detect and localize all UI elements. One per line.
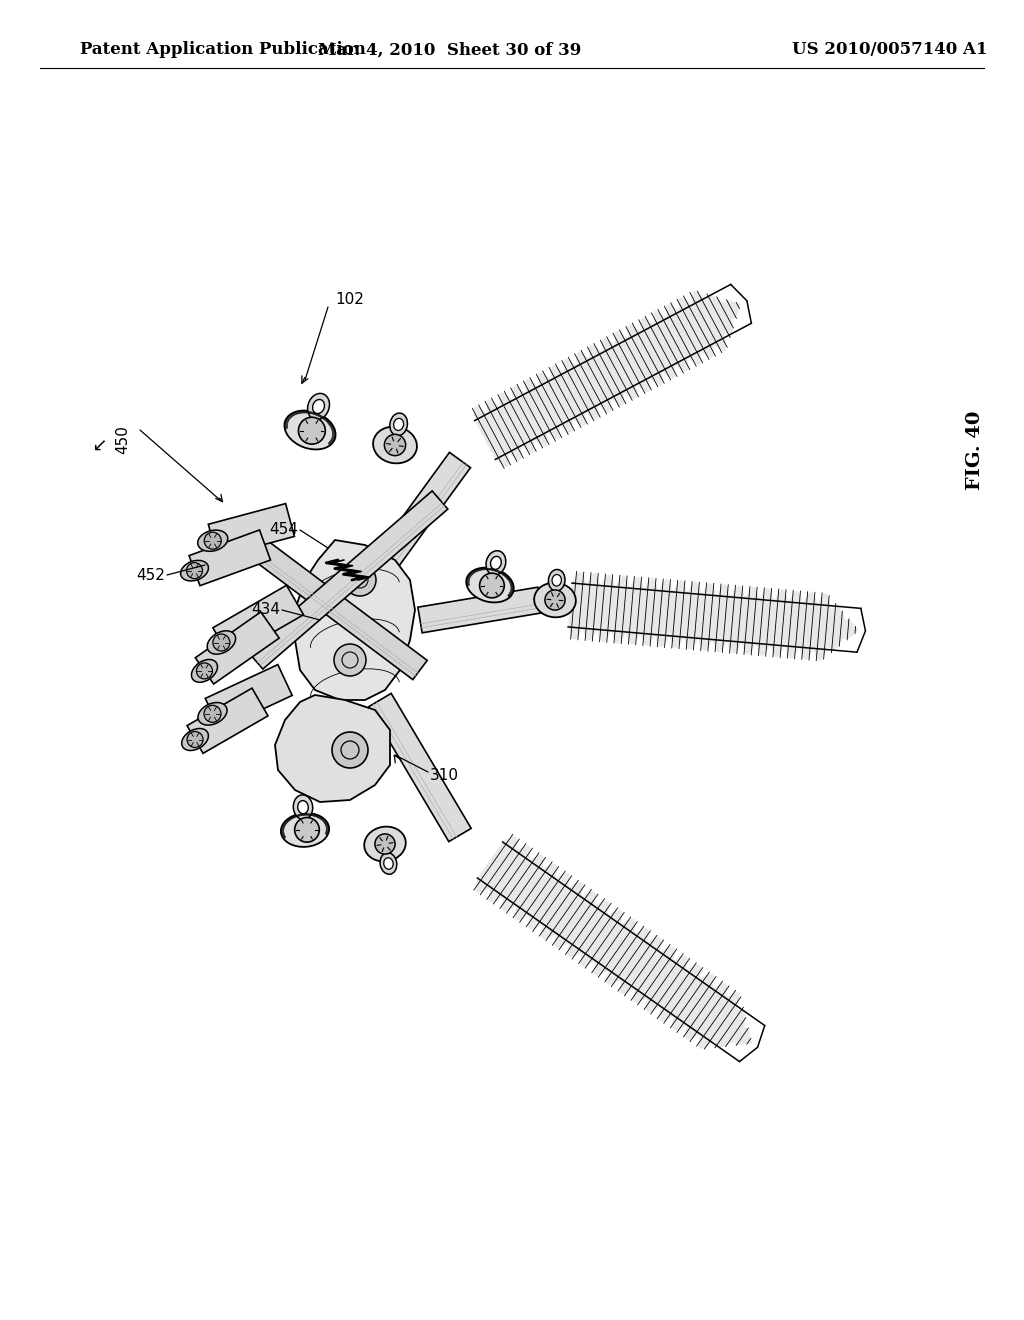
Circle shape (334, 644, 366, 676)
Text: US 2010/0057140 A1: US 2010/0057140 A1 (793, 41, 988, 58)
Polygon shape (196, 612, 280, 684)
Polygon shape (568, 572, 865, 661)
Ellipse shape (384, 858, 393, 870)
Polygon shape (253, 540, 427, 680)
Circle shape (186, 562, 203, 578)
Ellipse shape (207, 631, 236, 655)
Text: 452: 452 (136, 568, 165, 582)
Ellipse shape (549, 569, 565, 591)
Polygon shape (418, 587, 542, 632)
Ellipse shape (486, 550, 506, 576)
Polygon shape (213, 585, 303, 657)
Polygon shape (370, 453, 470, 578)
Circle shape (204, 532, 221, 549)
Text: 454: 454 (269, 523, 298, 537)
Text: 310: 310 (430, 767, 459, 783)
Text: FIG. 40: FIG. 40 (966, 411, 984, 490)
Circle shape (213, 634, 229, 651)
Text: 450: 450 (115, 425, 130, 454)
Ellipse shape (552, 574, 561, 586)
Ellipse shape (393, 418, 403, 430)
Polygon shape (369, 693, 471, 842)
Ellipse shape (380, 853, 397, 874)
Circle shape (545, 590, 565, 610)
Ellipse shape (298, 801, 308, 814)
Polygon shape (295, 540, 415, 700)
Ellipse shape (180, 561, 209, 581)
Ellipse shape (466, 568, 514, 602)
Polygon shape (476, 837, 758, 1049)
Circle shape (295, 817, 319, 842)
Polygon shape (474, 290, 746, 467)
Circle shape (197, 663, 212, 678)
Text: 434: 434 (251, 602, 280, 618)
Ellipse shape (365, 826, 406, 862)
Ellipse shape (312, 400, 325, 413)
Circle shape (298, 417, 326, 444)
Circle shape (204, 705, 221, 722)
Ellipse shape (535, 582, 575, 618)
Ellipse shape (373, 426, 417, 463)
Polygon shape (275, 696, 390, 803)
Text: 102: 102 (335, 293, 364, 308)
Text: ←: ← (88, 433, 112, 457)
Circle shape (375, 834, 395, 854)
Ellipse shape (191, 660, 217, 682)
Ellipse shape (198, 531, 227, 552)
Ellipse shape (285, 411, 336, 450)
Ellipse shape (198, 702, 227, 725)
Ellipse shape (490, 556, 502, 569)
Ellipse shape (390, 413, 408, 436)
Circle shape (332, 733, 368, 768)
Polygon shape (187, 688, 268, 754)
Ellipse shape (181, 729, 209, 751)
Text: Mar. 4, 2010  Sheet 30 of 39: Mar. 4, 2010 Sheet 30 of 39 (318, 41, 582, 58)
Ellipse shape (307, 393, 330, 420)
Circle shape (384, 434, 406, 455)
Ellipse shape (293, 795, 312, 820)
Ellipse shape (281, 813, 329, 847)
Polygon shape (247, 491, 447, 669)
Text: Patent Application Publication: Patent Application Publication (80, 41, 366, 58)
Polygon shape (208, 503, 294, 557)
Polygon shape (189, 529, 270, 586)
Circle shape (187, 731, 203, 747)
Polygon shape (205, 664, 292, 729)
Circle shape (344, 564, 376, 597)
Circle shape (479, 573, 504, 598)
